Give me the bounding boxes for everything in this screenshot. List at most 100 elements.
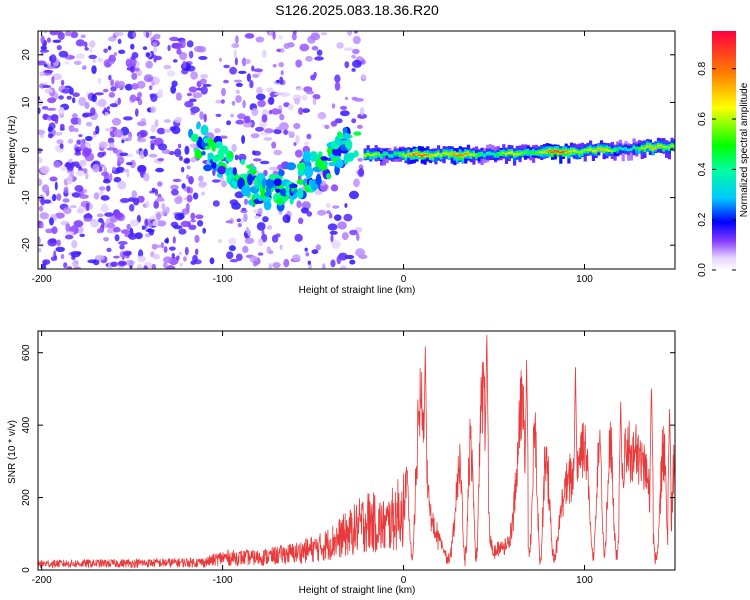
noise-cell xyxy=(278,62,285,68)
noise-cell xyxy=(278,35,284,40)
noise-cell xyxy=(38,157,43,164)
noise-cell xyxy=(38,178,43,187)
snr-series-line xyxy=(38,334,675,569)
track-cell xyxy=(299,161,306,171)
noise-cell xyxy=(334,74,341,83)
noise-cell xyxy=(107,106,110,110)
noise-cell xyxy=(96,213,104,218)
noise-cell xyxy=(75,39,86,47)
noise-cell xyxy=(242,121,253,128)
noise-cell xyxy=(315,244,321,251)
noise-cell xyxy=(334,214,342,221)
noise-cell xyxy=(171,80,178,87)
noise-cell xyxy=(152,41,158,47)
noise-cell xyxy=(38,248,42,253)
noise-cell xyxy=(231,143,237,153)
noise-cell xyxy=(163,64,172,70)
noise-cell xyxy=(106,247,112,253)
noise-cell xyxy=(294,233,303,242)
noise-cell xyxy=(311,45,319,51)
noise-cell xyxy=(129,65,136,73)
noise-cell xyxy=(185,203,190,212)
noise-cell xyxy=(354,31,358,34)
ridge-cell xyxy=(404,155,408,157)
noise-cell xyxy=(155,198,165,202)
colorbar: 0.0 0.2 0.4 0.6 0.8 Normalized spectral ampl… xyxy=(697,31,750,277)
ridge-cell xyxy=(485,152,490,155)
ridge-cell xyxy=(521,151,525,154)
noise-cell xyxy=(255,126,264,132)
noise-cell xyxy=(243,213,248,222)
snr-x-label: Height of straight line (km) xyxy=(299,585,416,596)
noise-cell xyxy=(155,167,165,173)
noise-cell xyxy=(114,234,120,242)
ridge-cell xyxy=(646,145,650,148)
track-cell xyxy=(262,196,272,203)
ridge-cell xyxy=(469,153,473,156)
noise-cell xyxy=(235,119,245,125)
ridge-cell xyxy=(589,148,593,151)
noise-cell xyxy=(40,197,46,206)
noise-cell xyxy=(94,255,105,261)
ridge-cell xyxy=(610,150,614,152)
noise-cell xyxy=(261,230,265,235)
colorbar-ticks: 0.0 0.2 0.4 0.6 0.8 xyxy=(697,61,736,277)
noise-cell xyxy=(49,217,54,226)
noise-cell xyxy=(280,70,284,76)
noise-cell xyxy=(327,223,338,231)
noise-cell xyxy=(98,141,108,149)
ridge-cell xyxy=(494,153,498,158)
noise-cell xyxy=(228,245,236,252)
noise-cell xyxy=(148,229,155,236)
noise-cell xyxy=(355,248,365,257)
noise-cell xyxy=(82,112,92,118)
ridge-cell xyxy=(551,151,555,154)
noise-cell xyxy=(150,124,156,133)
noise-cell xyxy=(215,99,223,104)
noise-cell xyxy=(67,138,74,144)
ridge-cell xyxy=(423,153,427,156)
noise-cell xyxy=(72,92,80,97)
noise-cell xyxy=(82,65,87,70)
noise-cell xyxy=(153,33,161,40)
noise-cell xyxy=(194,234,200,243)
noise-cell xyxy=(173,225,183,230)
noise-cell xyxy=(109,173,113,182)
noise-cell xyxy=(152,220,159,227)
ridge-cell xyxy=(502,151,506,154)
noise-cell xyxy=(54,181,58,191)
noise-cell xyxy=(332,205,340,209)
track-cell xyxy=(190,133,199,142)
noise-cell xyxy=(172,236,176,244)
ridge-cell xyxy=(654,147,658,150)
noise-cell xyxy=(39,49,50,53)
noise-cell xyxy=(73,127,79,133)
noise-cell xyxy=(283,102,290,108)
noise-cell xyxy=(157,181,163,187)
noise-cell xyxy=(226,120,232,126)
noise-cell xyxy=(41,184,50,193)
noise-cell xyxy=(312,94,321,100)
noise-cell xyxy=(118,49,126,54)
noise-cell xyxy=(118,241,128,245)
noise-cell xyxy=(53,161,61,168)
noise-cell xyxy=(102,88,109,93)
noise-cell xyxy=(46,107,57,111)
noise-cell xyxy=(63,262,68,269)
noise-cell xyxy=(272,63,277,68)
noise-cell xyxy=(71,239,78,249)
ridge-cell xyxy=(599,148,604,151)
ridge-cell xyxy=(662,145,666,148)
noise-cell xyxy=(169,36,180,42)
noise-cell xyxy=(266,225,273,230)
noise-cell xyxy=(80,144,86,151)
noise-cell xyxy=(192,254,198,263)
ridge-cell xyxy=(434,154,438,157)
noise-cell xyxy=(97,77,102,85)
noise-cell xyxy=(79,233,85,238)
noise-cell xyxy=(97,151,105,158)
noise-cell xyxy=(135,149,140,155)
noise-cell xyxy=(49,54,57,63)
noise-cell xyxy=(83,188,88,194)
noise-cell xyxy=(165,265,176,269)
